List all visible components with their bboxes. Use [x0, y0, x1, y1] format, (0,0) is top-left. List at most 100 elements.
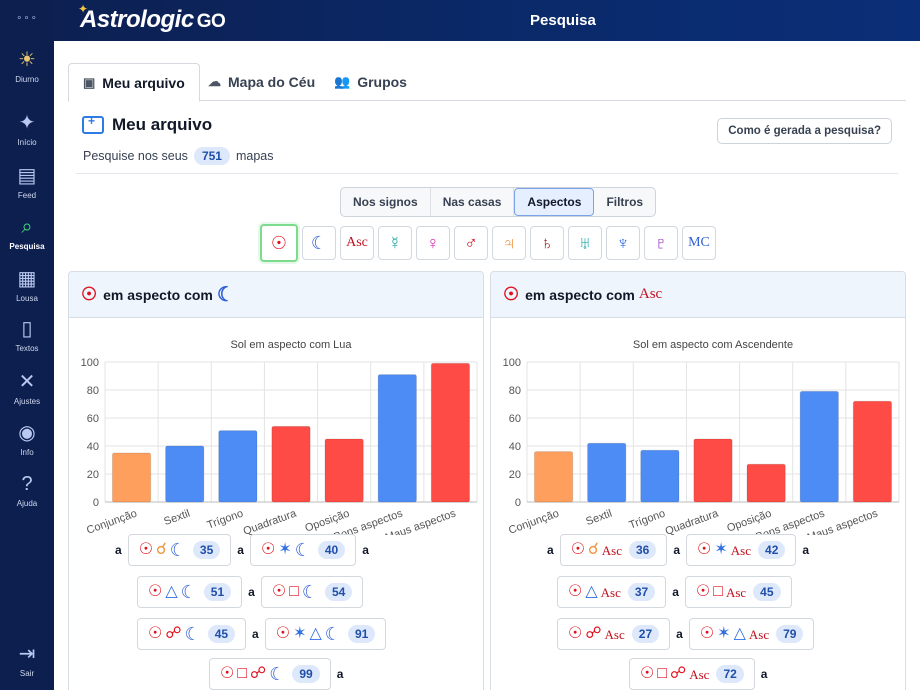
- planet-button-venus[interactable]: ♀: [416, 226, 450, 260]
- aspect-chip[interactable]: ☉ ☌ ☾ 35: [127, 534, 232, 566]
- bar[interactable]: [533, 451, 574, 503]
- bar[interactable]: [324, 438, 364, 503]
- sidebar-item-feed[interactable]: ▤ Feed: [0, 163, 54, 200]
- bar[interactable]: [693, 438, 733, 503]
- planet-button-neptune[interactable]: ♆: [606, 226, 640, 260]
- bar[interactable]: [218, 430, 258, 503]
- planet-button-pluto[interactable]: ♇: [644, 226, 678, 260]
- aspect-chip[interactable]: ☉ □ Asc 45: [684, 576, 792, 608]
- bar[interactable]: [640, 449, 680, 503]
- x-tick-label: Sextil: [162, 508, 191, 528]
- bar[interactable]: [165, 445, 205, 503]
- segment-aspectos[interactable]: Aspectos: [514, 188, 595, 216]
- menu-dots-icon[interactable]: ∘∘∘: [16, 13, 38, 24]
- asc-icon: Asc: [730, 542, 752, 558]
- sext-icon: ✶: [717, 625, 731, 642]
- page-title: Pesquisa: [530, 12, 596, 29]
- x-tick-label: Trígono: [628, 508, 667, 532]
- aspect-chip[interactable]: ☉ ☌ Asc 36: [559, 534, 668, 566]
- planet-button-uranus[interactable]: ♅: [568, 226, 602, 260]
- logo-star-icon: ✦: [78, 2, 89, 16]
- bar[interactable]: [852, 400, 893, 503]
- chip-count: 27: [631, 625, 660, 643]
- card-header: ☉ em aspecto com ☾: [69, 272, 483, 318]
- sidebar-item-label: Diurno: [15, 75, 39, 84]
- chip-count: 45: [753, 583, 781, 601]
- x-tick-label: Conjunção: [507, 508, 561, 535]
- app-logo[interactable]: Astrologic GO: [80, 6, 226, 33]
- asc-icon: Asc: [604, 626, 625, 642]
- quad-icon: □: [237, 665, 248, 682]
- sidebar-item-início[interactable]: ✦ Início: [0, 110, 54, 147]
- planet-button-mars[interactable]: ♂: [454, 226, 488, 260]
- tab-grupos[interactable]: 👥 Grupos: [320, 63, 421, 101]
- sun-icon: ☉: [695, 583, 711, 600]
- aspect-chip[interactable]: ☉ ✶ ☾ 40: [249, 534, 357, 566]
- sidebar-item-diurno[interactable]: ☀ Diurno: [0, 47, 54, 84]
- chip-connector: a: [336, 667, 344, 681]
- chip-count: 99: [292, 665, 320, 683]
- segment-filtros[interactable]: Filtros: [606, 195, 644, 209]
- tab-meu-arquivo[interactable]: ▣ Meu arquivo: [68, 63, 200, 102]
- chip-row: ☉ △ Asc 37 a ☉ □ Asc 45: [557, 576, 792, 608]
- sidebar-item-lousa[interactable]: ▦ Lousa: [0, 266, 54, 303]
- bar[interactable]: [377, 374, 417, 503]
- chip-connector: a: [672, 585, 679, 599]
- aspect-chip[interactable]: ☉ □ ☍ Asc 72: [629, 658, 755, 690]
- planet-button-sun[interactable]: ☉: [260, 224, 298, 262]
- planet-button-ascendant[interactable]: Asc: [340, 226, 374, 260]
- main-content: ▣ Meu arquivo ☁ Mapa do Céu 👥 Grupos Meu arqu…: [54, 41, 920, 690]
- sidebar-item-textos[interactable]: ▯ Textos: [0, 316, 54, 353]
- help-icon: ?: [21, 473, 33, 495]
- card-connector: em aspecto com: [103, 286, 213, 303]
- sun-icon: ☉: [260, 541, 276, 558]
- segment-nas-casas[interactable]: Nas casas: [431, 188, 515, 216]
- tab-label: Meu arquivo: [102, 74, 185, 91]
- sidebar-item-info[interactable]: ◉ Info: [0, 420, 54, 457]
- asc-icon: Asc: [725, 584, 747, 600]
- planet-selector: ☉ ☾ Asc ☿ ♀ ♂ ♃ ♄ ♅ ♆ ♇ MC: [260, 224, 716, 262]
- aspect-chip[interactable]: ☉ △ Asc 37: [557, 576, 667, 608]
- aspect-chip[interactable]: ☉ □ ☍ ☾ 99: [209, 658, 331, 690]
- planet-button-saturn[interactable]: ♄: [530, 226, 564, 260]
- aspect-chip[interactable]: ☉ ☍ ☾ 45: [137, 618, 247, 650]
- mercury-icon: ☿: [388, 232, 402, 253]
- planet-button-mercury[interactable]: ☿: [378, 226, 412, 260]
- aspect-chip[interactable]: ☉ △ ☾ 51: [137, 576, 243, 608]
- segment-nos-signos[interactable]: Nos signos: [341, 188, 431, 216]
- tab-mapa-do-céu[interactable]: ☁ Mapa do Céu: [194, 63, 329, 101]
- aspect-chip[interactable]: ☉ ✶ Asc 42: [686, 534, 797, 566]
- tri-icon: △: [585, 583, 598, 600]
- sidebar-item-sair[interactable]: ⇥ Sair: [0, 641, 54, 678]
- aspect-chip[interactable]: ☉ ☍ Asc 27: [557, 618, 671, 650]
- planet-button-moon[interactable]: ☾: [302, 226, 336, 260]
- planet-button-midheaven[interactable]: MC: [682, 226, 716, 260]
- bar[interactable]: [746, 463, 786, 503]
- chip-row: a ☉ ☌ Asc 36 a ☉ ✶ Asc 42 a: [547, 534, 809, 566]
- aspect-chip[interactable]: ☉ ✶ △ Asc 79: [688, 618, 815, 650]
- how-search-works-button[interactable]: Como é gerada a pesquisa?: [717, 118, 892, 144]
- bar[interactable]: [430, 362, 471, 503]
- sidebar-item-ajustes[interactable]: ✕ Ajustes: [0, 369, 54, 406]
- search-suffix: mapas: [235, 149, 274, 163]
- opp-icon: ☍: [670, 665, 687, 682]
- bar[interactable]: [111, 452, 152, 503]
- conj-icon: ☌: [156, 541, 167, 558]
- aspect-card-sun-moon: ☉ em aspecto com ☾ Sol em aspecto com Lu…: [68, 271, 484, 690]
- chip-connector: a: [252, 627, 259, 641]
- y-tick-label: 0: [93, 497, 99, 509]
- aspect-chip[interactable]: ☉ □ ☾ 54: [260, 576, 364, 608]
- saturn-icon: ♄: [540, 232, 554, 253]
- bar[interactable]: [799, 390, 839, 503]
- planet-button-jupiter[interactable]: ♃: [492, 226, 526, 260]
- sidebar-item-pesquisa[interactable]: ⌕ Pesquisa: [0, 214, 54, 251]
- sidebar-item-ajuda[interactable]: ? Ajuda: [0, 471, 54, 508]
- aspect-chip[interactable]: ☉ ✶ △ ☾ 91: [264, 618, 387, 650]
- section-title: Meu arquivo: [112, 115, 213, 134]
- bar[interactable]: [271, 425, 311, 503]
- asc-icon: Asc: [600, 584, 621, 600]
- chip-count: 42: [758, 541, 786, 559]
- moon-icon: ☾: [324, 624, 341, 644]
- bar[interactable]: [587, 442, 627, 503]
- sext-icon: ✶: [714, 541, 728, 558]
